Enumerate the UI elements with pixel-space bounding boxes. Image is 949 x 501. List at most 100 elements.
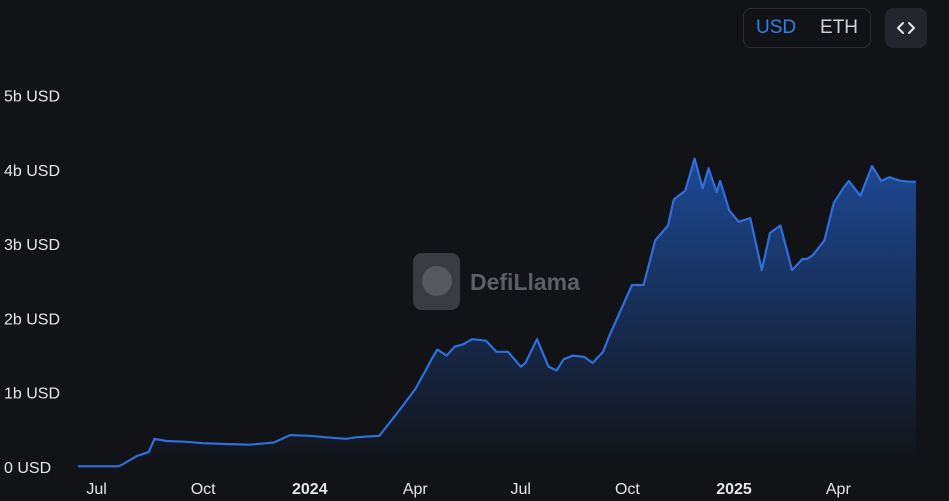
- data-point: [400, 407, 402, 409]
- data-point: [436, 349, 438, 351]
- data-point: [148, 451, 150, 453]
- data-point: [812, 254, 814, 256]
- data-point: [719, 180, 721, 182]
- data-point: [507, 351, 509, 353]
- data-point: [556, 369, 558, 371]
- data-point: [367, 436, 369, 438]
- data-point: [136, 455, 138, 457]
- data-point: [184, 441, 186, 443]
- data-point: [619, 310, 621, 312]
- y-axis: 0 USD 1b USD 2b USD 3b USD 4b USD 5b USD: [4, 89, 60, 478]
- llama-head-icon: [422, 266, 452, 296]
- data-point: [446, 355, 448, 357]
- data-point: [584, 356, 586, 358]
- data-point: [708, 167, 710, 169]
- data-point: [249, 444, 251, 446]
- data-point: [888, 176, 890, 178]
- data-point: [572, 355, 574, 357]
- data-point: [548, 366, 550, 368]
- x-axis: Jul Oct 2024 Apr Jul Oct 2025 Apr: [86, 481, 851, 498]
- data-point: [96, 465, 98, 467]
- currency-toggle: USD ETH: [743, 8, 871, 48]
- y-tick-label: 2b USD: [4, 311, 60, 328]
- data-point: [806, 258, 808, 260]
- data-point: [833, 202, 835, 204]
- data-point: [761, 269, 763, 271]
- data-point: [536, 338, 538, 340]
- data-point: [801, 258, 803, 260]
- data-point: [684, 190, 686, 192]
- data-point: [631, 284, 633, 286]
- x-tick-label: 2025: [716, 481, 752, 498]
- data-point: [77, 465, 79, 467]
- data-point: [425, 369, 427, 371]
- y-tick-label: 3b USD: [4, 237, 60, 254]
- data-point: [495, 351, 497, 353]
- currency-option-usd[interactable]: USD: [755, 17, 797, 38]
- data-point: [309, 435, 311, 437]
- data-point: [823, 239, 825, 241]
- data-point: [608, 336, 610, 338]
- data-point: [289, 434, 291, 436]
- series-line: [78, 157, 916, 468]
- embed-button[interactable]: [885, 8, 927, 48]
- data-point: [325, 436, 327, 438]
- data-point: [462, 343, 464, 345]
- defillama-watermark: DefiLlama: [413, 253, 580, 310]
- data-point: [694, 158, 696, 160]
- data-point: [859, 195, 861, 197]
- data-point: [908, 181, 910, 183]
- y-tick-label: 5b USD: [4, 89, 60, 106]
- data-point: [738, 221, 740, 223]
- code-brackets-icon: [897, 22, 915, 34]
- x-tick-label: Apr: [403, 481, 429, 498]
- data-point: [224, 443, 226, 445]
- x-tick-label: Jul: [511, 481, 531, 498]
- data-point: [563, 358, 565, 360]
- data-point: [880, 180, 882, 182]
- data-point: [779, 225, 781, 227]
- data-point: [454, 346, 456, 348]
- data-point: [673, 199, 675, 201]
- data-point: [524, 362, 526, 364]
- data-point: [471, 338, 473, 340]
- data-point: [702, 187, 704, 189]
- x-tick-label: Apr: [826, 481, 852, 498]
- data-point: [414, 388, 416, 390]
- data-point: [345, 438, 347, 440]
- data-point: [520, 366, 522, 368]
- data-point: [485, 340, 487, 342]
- x-tick-label: Jul: [86, 481, 106, 498]
- data-point: [123, 462, 125, 464]
- watermark-text: DefiLlama: [470, 269, 580, 295]
- series-area: [78, 158, 916, 467]
- y-tick-label: 1b USD: [4, 386, 60, 403]
- y-tick-label: 0 USD: [4, 460, 51, 477]
- data-point: [202, 442, 204, 444]
- data-point: [592, 362, 594, 364]
- data-point: [667, 225, 669, 227]
- data-point: [654, 239, 656, 241]
- data-point: [154, 438, 156, 440]
- data-point: [900, 180, 902, 182]
- x-tick-label: Oct: [615, 481, 640, 498]
- data-point: [355, 436, 357, 438]
- data-point: [716, 191, 718, 193]
- data-point: [749, 217, 751, 219]
- x-tick-label: 2024: [292, 481, 328, 498]
- data-point: [848, 180, 850, 182]
- data-point: [728, 210, 730, 212]
- data-point: [791, 269, 793, 271]
- data-point: [842, 187, 844, 189]
- data-point: [378, 435, 380, 437]
- data-point: [273, 442, 275, 444]
- data-point: [389, 421, 391, 423]
- y-tick-label: 4b USD: [4, 163, 60, 180]
- data-point: [643, 284, 645, 286]
- data-point: [602, 351, 604, 353]
- data-point: [871, 165, 873, 167]
- currency-option-eth[interactable]: ETH: [820, 17, 859, 38]
- x-tick-label: Oct: [191, 481, 216, 498]
- data-point: [165, 440, 167, 442]
